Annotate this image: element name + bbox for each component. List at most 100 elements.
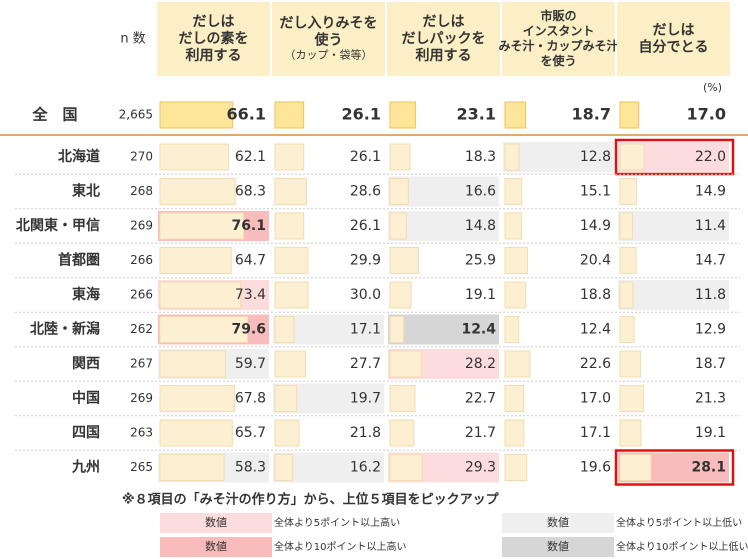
cell-value: 21.3 [695, 391, 726, 407]
bar [274, 281, 309, 309]
cell-value: 14.8 [465, 218, 496, 234]
row-label: 東北 [72, 183, 100, 200]
cell-value: 18.8 [580, 287, 611, 303]
legend-swatch [502, 513, 614, 533]
cell-value: 27.7 [350, 356, 381, 372]
legend-text: 全体より5ポイント以上低い [616, 516, 742, 529]
n-value: 268 [130, 184, 153, 198]
cell-value: 67.8 [235, 391, 266, 407]
legend-swatch-text: 数値 [205, 516, 227, 529]
header-cell [272, 2, 385, 76]
cell-value: 26.1 [350, 218, 381, 234]
bar [389, 454, 423, 481]
bar [389, 212, 407, 240]
header-text: みそ汁・カップみそ汁 [498, 38, 618, 53]
bar [274, 316, 295, 343]
bar [504, 178, 523, 205]
header-text: だしの素を [179, 30, 249, 47]
legend-swatch-text: 数値 [205, 540, 227, 553]
n-value: 266 [130, 253, 153, 267]
header-cell [502, 2, 615, 76]
bar [389, 101, 416, 129]
cell-highlight [618, 280, 729, 310]
row-label: 北陸・新潟 [30, 321, 100, 338]
cell-value: 28.2 [465, 356, 496, 372]
header-cell [617, 2, 730, 76]
cell-value: 23.1 [457, 105, 496, 124]
n-value: 266 [130, 288, 153, 302]
header-text: だしは [193, 14, 235, 30]
cell-value: 76.1 [231, 218, 266, 234]
cell-value: 12.4 [580, 322, 611, 338]
highlight-box [614, 449, 735, 486]
cell-value: 73.4 [235, 287, 266, 303]
cell-value: 11.8 [695, 287, 726, 303]
bar [504, 101, 527, 129]
bar [619, 247, 637, 274]
row-label: 九州 [71, 460, 100, 476]
bar [619, 143, 645, 171]
cell-value: 30.0 [350, 287, 381, 303]
bar [619, 316, 635, 343]
cell-value: 14.9 [695, 184, 726, 200]
row-label: 四国 [72, 425, 100, 441]
bar [619, 281, 634, 309]
bar [274, 385, 298, 412]
cell-value: 26.1 [350, 149, 381, 165]
bar [619, 454, 652, 481]
cell-value: 58.3 [235, 460, 266, 476]
bar [274, 101, 305, 129]
bar [159, 247, 232, 274]
cell-value: 25.9 [465, 253, 496, 269]
bar [504, 350, 531, 378]
cell-value: 17.1 [350, 322, 381, 338]
n-value: 262 [130, 322, 153, 336]
bar [159, 178, 236, 205]
bar [159, 143, 229, 171]
cell-value: 68.3 [235, 184, 266, 200]
bar [504, 454, 528, 481]
cell-value: 18.3 [465, 149, 496, 165]
n-value: 265 [130, 460, 153, 474]
legend-text: 全体より10ポイント以上低い [616, 540, 748, 553]
cell-value: 19.1 [695, 425, 726, 441]
cell-value: 18.7 [572, 105, 611, 124]
cell-value: 26.1 [342, 105, 381, 124]
header-text: を使う [540, 53, 576, 68]
cell-value: 12.8 [580, 149, 611, 165]
cell-value: 14.9 [580, 218, 611, 234]
cell-value: 19.7 [350, 391, 381, 407]
header-text: だしパックを [402, 31, 486, 47]
bar [619, 419, 642, 447]
cell-value: 28.6 [350, 184, 381, 200]
header-text: だしは [653, 23, 695, 39]
legend-text: 全体より10ポイント以上高い [274, 540, 407, 553]
highlight-box [614, 138, 735, 176]
header-text: だし入りみそを [280, 16, 378, 32]
cell-value: 12.4 [461, 322, 496, 338]
header-text: 自分でとる [639, 39, 709, 56]
cell-value: 79.6 [231, 322, 266, 338]
bar [274, 143, 305, 171]
bar [159, 316, 249, 343]
cell-value: 15.1 [580, 184, 611, 200]
cell-value: 14.7 [695, 253, 726, 269]
cell-value: 65.7 [235, 425, 266, 441]
legend-swatch-text: 数値 [547, 540, 569, 553]
bar [274, 212, 305, 240]
cell-value: 21.7 [465, 425, 496, 441]
bar [504, 316, 520, 343]
n-value: 267 [130, 357, 153, 371]
header-text: 市販の [540, 8, 576, 23]
bar [504, 212, 522, 240]
legend-swatch [160, 537, 272, 557]
unit-label: (%) [703, 81, 722, 94]
bar [274, 350, 306, 378]
cell-value: 18.7 [695, 356, 726, 372]
row-label: 北海道 [58, 148, 100, 165]
cell-value: 64.7 [235, 253, 266, 269]
cell-value: 19.6 [580, 460, 611, 476]
header-sub: （カップ・袋等） [285, 48, 373, 62]
bar [389, 316, 405, 343]
